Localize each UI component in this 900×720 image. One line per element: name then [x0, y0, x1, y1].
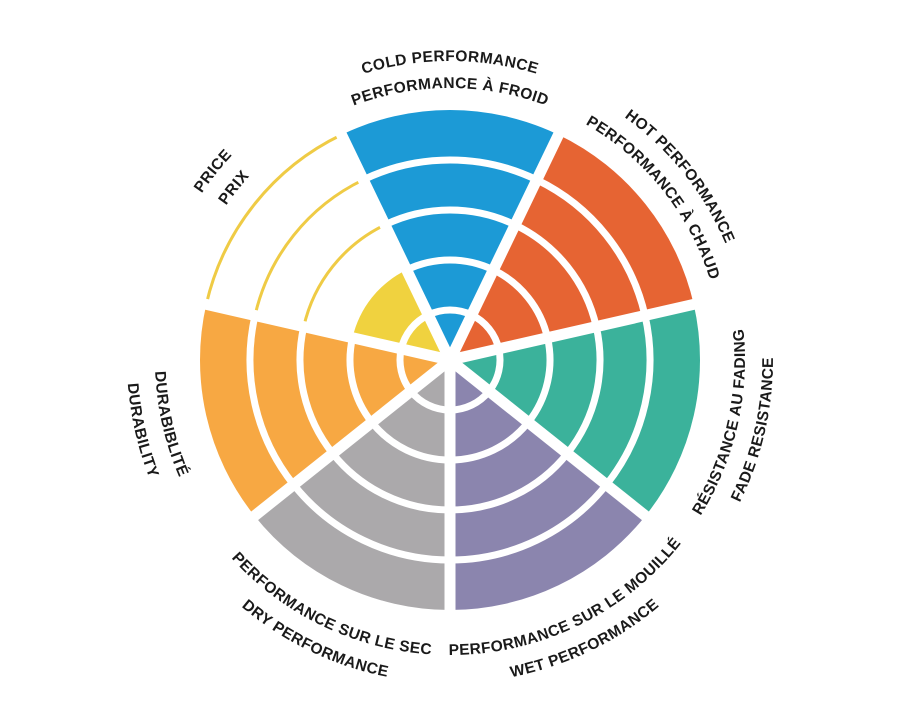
sector-durability-wedge [200, 304, 450, 516]
sector-cold-wedge [341, 110, 559, 361]
sector-cold-label-en: COLD PERFORMANCE [360, 48, 541, 78]
sector-durability-ring-4 [246, 314, 297, 487]
sector-cold [341, 110, 559, 361]
sector-fade-wedge [450, 304, 700, 516]
sector-wet-ring-4 [449, 482, 610, 564]
sector-dry-ring-3 [329, 451, 451, 514]
sector-cold-label-fr-text: PERFORMANCE À FROID [349, 75, 550, 109]
sector-wet-ring-2 [449, 420, 531, 464]
sector-cold-ring-3 [383, 206, 517, 229]
sector-fade-ring-2 [525, 336, 554, 425]
separator-line [241, 355, 454, 528]
sector-dry-ring-2 [369, 420, 451, 464]
sector-separators [193, 121, 707, 622]
separator-line [446, 355, 659, 528]
sector-wet [449, 360, 646, 610]
sectors-layer [200, 110, 700, 610]
sector-hot-ring-4 [535, 176, 649, 317]
sector-durability-ring-2 [346, 336, 375, 425]
sector-fade-ring-4 [603, 314, 654, 487]
sector-price-outline-5 [204, 133, 343, 305]
separator-line [331, 121, 455, 363]
sector-price-wedge [352, 269, 450, 360]
sector-price-outline-3 [302, 223, 386, 327]
sector-hot-ring-2 [491, 266, 551, 339]
sector-cold-ring-2 [405, 256, 495, 274]
sector-hot [450, 134, 694, 360]
sector-cold-ring-4 [361, 156, 539, 183]
sector-price-outline-4 [253, 178, 364, 316]
sector-dry-ring-4 [290, 482, 451, 564]
sector-hot-wedge [450, 134, 694, 360]
sector-fade-ring-3 [564, 325, 604, 456]
sector-durability-ring-3 [296, 325, 336, 456]
sector-cold-label-fr: PERFORMANCE À FROID [349, 75, 551, 109]
sector-durability [200, 304, 450, 516]
sector-dry-wedge [254, 360, 450, 610]
sector-cold-label-en-text: COLD PERFORMANCE [360, 48, 540, 78]
sector-wet-wedge [450, 360, 646, 610]
separator-line [445, 121, 569, 363]
sector-dry [254, 360, 451, 610]
sector-hot-ring-3 [513, 221, 600, 328]
separator-line [193, 296, 452, 366]
separator-line [448, 296, 707, 366]
sector-wet-ring-3 [449, 451, 571, 514]
